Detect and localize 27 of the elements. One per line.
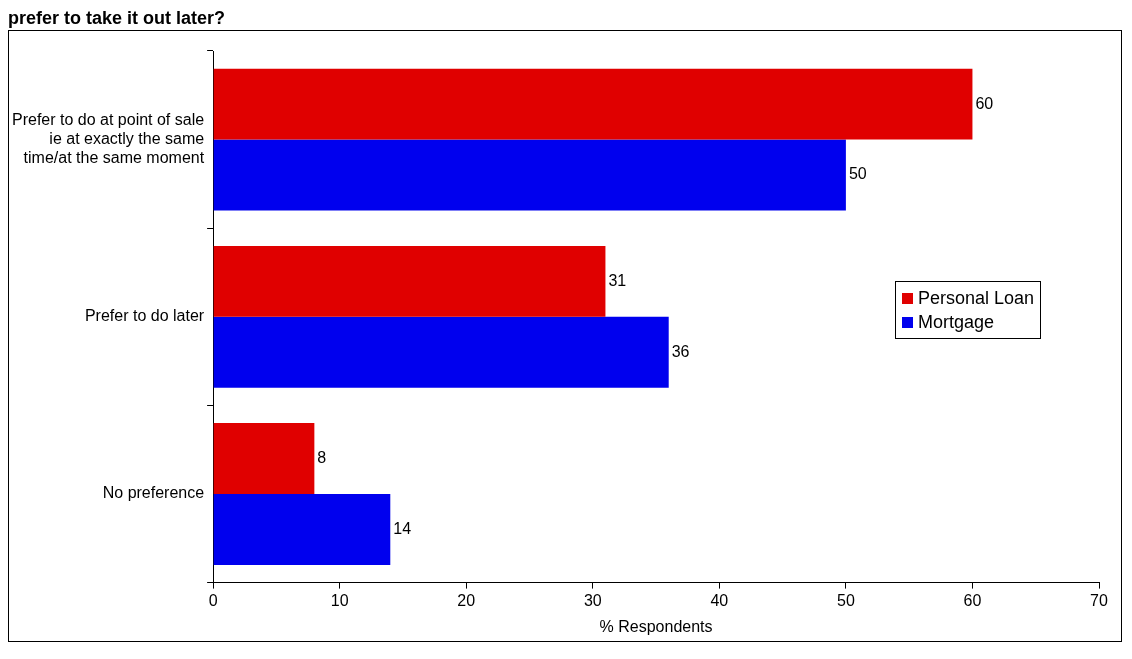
- bar: [213, 245, 606, 317]
- x-tick-label: 20: [457, 591, 476, 609]
- legend-label: Personal Loan: [917, 287, 1034, 310]
- x-tick-label: 50: [836, 591, 855, 609]
- y-tick-label: No preference: [102, 484, 205, 502]
- bar: [213, 68, 973, 140]
- x-tick-label: 60: [963, 591, 982, 609]
- chart-title: prefer to take it out later?: [8, 8, 227, 30]
- data-label: 31: [608, 271, 627, 289]
- bar: [213, 423, 315, 494]
- x-tick-label: 70: [1090, 591, 1108, 609]
- bar: [213, 494, 391, 565]
- legend-label: Mortgage: [917, 311, 994, 334]
- x-tick-label: 40: [710, 591, 729, 609]
- data-label: 50: [848, 165, 867, 183]
- data-label: 14: [393, 519, 412, 537]
- data-label: 36: [671, 342, 690, 360]
- x-axis-title: % Respondents: [599, 617, 713, 635]
- x-tick-label: 10: [330, 591, 349, 609]
- data-label: 8: [317, 448, 327, 466]
- data-label: 60: [975, 94, 994, 112]
- y-tick-label: Prefer to do later: [84, 307, 205, 325]
- x-tick-label: 30: [583, 591, 602, 609]
- bar: [213, 316, 669, 388]
- bar: [213, 139, 846, 211]
- y-tick-label: Prefer to do at point of sale ie at exactly the same time/at the same moment: [11, 110, 205, 167]
- x-tick-label: 0: [208, 591, 218, 609]
